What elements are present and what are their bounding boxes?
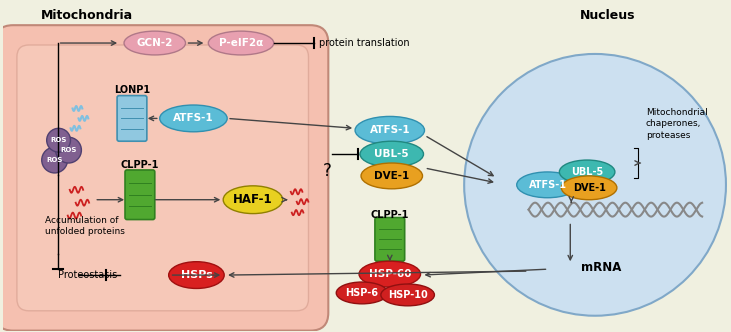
Text: LONP1: LONP1 [114,85,151,95]
Text: HSPs: HSPs [181,270,212,280]
Text: HSP-60: HSP-60 [368,269,411,279]
Text: ?: ? [322,162,331,180]
FancyBboxPatch shape [125,170,155,219]
Text: Nucleus: Nucleus [580,9,636,22]
Text: UBL-5: UBL-5 [571,167,603,177]
Text: Proteostasis: Proteostasis [58,270,117,280]
Text: Mitochondria: Mitochondria [41,9,133,22]
Text: UBL-5: UBL-5 [374,149,409,159]
Text: CLPP-1: CLPP-1 [121,160,159,170]
Ellipse shape [361,163,423,189]
FancyBboxPatch shape [117,96,147,141]
Text: ATFS-1: ATFS-1 [529,180,567,190]
Text: HAF-1: HAF-1 [233,193,273,206]
Ellipse shape [169,262,224,289]
Text: Accumulation of
unfolded proteins: Accumulation of unfolded proteins [45,215,124,236]
Text: ROS: ROS [47,157,63,163]
Text: DVE-1: DVE-1 [572,183,605,193]
FancyBboxPatch shape [0,25,328,331]
Text: HSP-10: HSP-10 [387,290,428,300]
Ellipse shape [360,141,423,167]
Ellipse shape [336,282,388,304]
Ellipse shape [559,160,615,184]
Circle shape [42,147,67,173]
Text: mRNA: mRNA [581,261,621,274]
Ellipse shape [561,176,617,200]
Text: Mitochondrial
chaperones,
proteases: Mitochondrial chaperones, proteases [645,108,708,140]
Text: protein translation: protein translation [319,38,410,48]
Ellipse shape [355,117,425,144]
Ellipse shape [124,31,186,55]
Text: ATFS-1: ATFS-1 [173,114,213,124]
Circle shape [47,128,70,152]
FancyBboxPatch shape [375,217,405,261]
Text: DVE-1: DVE-1 [374,171,409,181]
Ellipse shape [223,186,283,213]
Text: HSP-6: HSP-6 [346,288,379,298]
Circle shape [56,137,81,163]
Text: ATFS-1: ATFS-1 [369,125,410,135]
Ellipse shape [160,105,227,132]
Circle shape [464,54,726,316]
Ellipse shape [381,284,434,306]
Ellipse shape [208,31,274,55]
Ellipse shape [517,172,578,198]
Text: CLPP-1: CLPP-1 [371,209,409,219]
Text: P-eIF2α: P-eIF2α [219,38,263,48]
Text: ROS: ROS [50,137,67,143]
Text: ROS: ROS [61,147,77,153]
Ellipse shape [359,261,420,287]
Text: GCN-2: GCN-2 [137,38,173,48]
FancyBboxPatch shape [17,45,308,311]
